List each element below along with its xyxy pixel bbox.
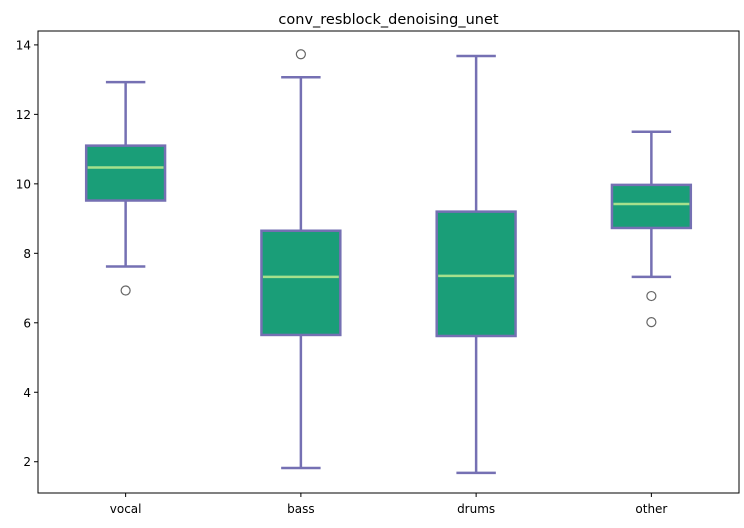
box-group-vocal bbox=[84, 80, 167, 296]
outlier-point bbox=[646, 316, 657, 328]
outlier-point bbox=[120, 285, 131, 296]
box-group-other bbox=[610, 130, 693, 328]
x-tick-label-bass: bass bbox=[287, 502, 314, 516]
x-tick-label-vocal: vocal bbox=[110, 502, 142, 516]
outlier-point bbox=[646, 290, 657, 302]
box-iqr bbox=[610, 183, 693, 230]
box-group-bass bbox=[260, 49, 342, 470]
box-iqr bbox=[260, 229, 342, 337]
x-tick-label-other: other bbox=[635, 502, 667, 516]
outlier-point bbox=[295, 49, 306, 60]
y-tick-label: 4 bbox=[23, 386, 31, 400]
y-tick-label: 10 bbox=[16, 177, 31, 191]
y-tick-label: 14 bbox=[16, 38, 31, 52]
box-group-drums bbox=[435, 54, 517, 475]
plot-frame bbox=[37, 30, 740, 494]
box-iqr bbox=[84, 144, 167, 202]
plot-area bbox=[84, 49, 693, 475]
chart-title: conv_resblock_denoising_unet bbox=[278, 12, 498, 28]
y-tick-label: 2 bbox=[23, 455, 31, 469]
y-axis: 2 4 6 8 10 12 14 bbox=[16, 38, 38, 469]
x-tick-label-drums: drums bbox=[457, 502, 495, 516]
box-iqr bbox=[435, 210, 517, 338]
y-tick-label: 12 bbox=[16, 108, 31, 122]
x-axis: vocal bass drums other bbox=[110, 493, 667, 516]
y-tick-label: 6 bbox=[23, 316, 31, 330]
y-tick-label: 8 bbox=[23, 247, 31, 261]
